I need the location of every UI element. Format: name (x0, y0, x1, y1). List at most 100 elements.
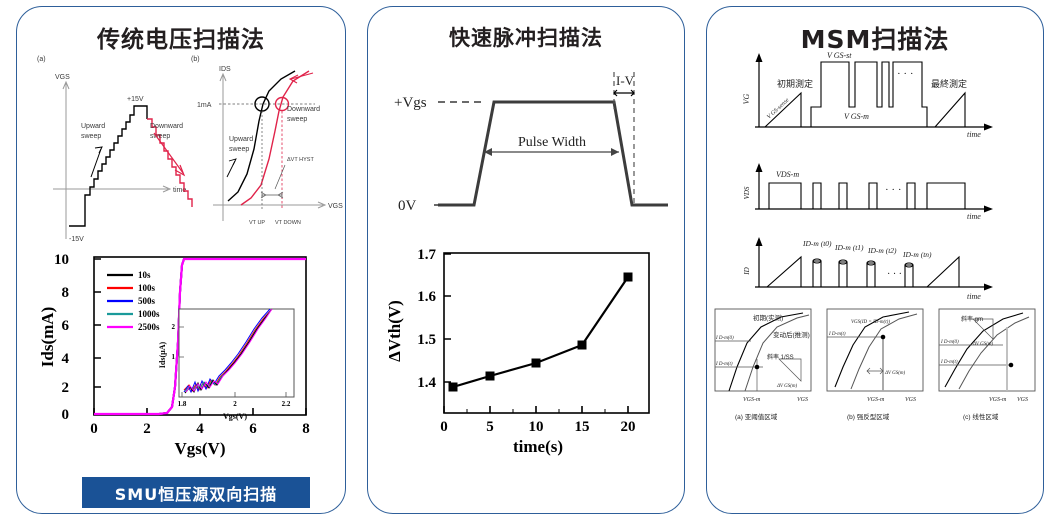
ytick-17: 1.7 (417, 247, 436, 263)
xtick-10: 10 (529, 419, 544, 435)
label-id-m-0-c: I D-m(0) (940, 340, 959, 345)
card-title: 传统电压扫描法 (97, 27, 265, 53)
subplot-strong-inversion: I D-m(t) VGS(ID = ID-m(t)) ΔV GS(m) VGS-… (826, 308, 924, 421)
card-msm-sweep: MSM扫描法 VG time 初期測定 V GS-sense V GS-st V… (706, 6, 1044, 514)
xtick-2: 2 (143, 421, 151, 437)
inset-xlabel: Vgs(V) (223, 412, 247, 421)
label-upward-sweep-a: Upward (81, 123, 105, 130)
ytick-0: 0 (62, 407, 70, 423)
ellipsis-dots: · · · (887, 269, 902, 280)
label-slope-gm: 斜率 gm (961, 315, 983, 323)
ellipsis-dots: · · · (897, 68, 914, 80)
label-delta-vgs-m-b: ΔV GS(m) (884, 371, 906, 376)
label-id-m-t1: ID-m (t1) (834, 243, 864, 252)
label-vt-up: VT UP (249, 220, 265, 226)
figure-sweep-diagrams: (a) VGS time +15V -15V Upward sweep Down… (23, 49, 343, 249)
xtick-15: 15 (575, 419, 590, 435)
axis-label-time: time (173, 187, 186, 194)
label-final-measure: 最終測定 (931, 78, 967, 89)
label-id-m-t: I D-m(t) (715, 362, 733, 367)
label-iv: I-V (616, 73, 635, 88)
legend-100s: 100s (138, 283, 156, 293)
inset-ylabel: Ids(µA) (158, 341, 167, 368)
ytick-10: 10 (54, 252, 69, 268)
label-vgs-str: V GS-st (827, 51, 852, 60)
xtick-4: 4 (196, 421, 204, 437)
data-markers (448, 272, 633, 392)
inset-xtick-22: 2.2 (282, 400, 291, 408)
xaxis-vgs-c: VGS (1017, 397, 1028, 403)
xaxis-label: time(s) (513, 437, 563, 456)
xtick-6: 6 (249, 421, 257, 437)
axis-label-time: time (967, 212, 981, 221)
xtick-vgs-m: VGS-m (743, 397, 761, 403)
chart-inset: 2 1 1.8 2 2.2 Vgs(V) Ids(µA) (158, 308, 295, 421)
panel-label-a: (a) (37, 56, 46, 63)
label-downward-sweep-a2: sweep (150, 133, 170, 140)
label-plus-15v: +15V (127, 96, 144, 103)
inset-ytick-1: 1 (172, 353, 176, 361)
xtick-vgs-m-c: VGS-m (989, 397, 1007, 403)
label-initial-measure: 初期測定 (777, 78, 813, 89)
axis-label-ids: IDS (219, 66, 231, 73)
figure-region-subplots: 初期(实测) 变动后(推测) I D-m(0) I D-m(t) 斜率 1/SS… (711, 307, 1041, 429)
axis-label-id: ID (743, 267, 751, 275)
label-id-m-0: I D-m(0) (715, 336, 734, 341)
label-upward-sweep-a2: sweep (81, 133, 101, 140)
ytick-4: 4 (62, 351, 70, 367)
banner-smu-bidirectional-sweep[interactable]: SMU恒压源双向扫描 (82, 477, 310, 508)
label-id-m-t0: ID-m (t0) (802, 239, 832, 248)
label-after-shift: 变动后(推测) (773, 330, 810, 339)
ytick-8: 8 (62, 285, 70, 301)
card-title: MSM扫描法 (800, 25, 950, 54)
inset-xtick-20: 2 (233, 400, 237, 408)
card-fast-pulse-sweep: 快速脉冲扫描法 +Vgs 0V I-V Pulse Width (367, 6, 996, 514)
legend-10s: 10s (138, 270, 151, 280)
ellipsis-dots: · · · (885, 184, 902, 196)
xtick-0: 0 (440, 419, 448, 435)
label-initial-measured: 初期(实测) (753, 313, 783, 322)
label-id-m-t-c: I D-m(t) (940, 360, 958, 365)
ytick-15: 1.5 (417, 332, 436, 348)
label-plus-vgs: +Vgs (394, 95, 427, 111)
ytick-2: 2 (62, 380, 70, 396)
label-upward-sweep-b2: sweep (229, 146, 249, 153)
yaxis-label: Ids(mA) (38, 307, 57, 367)
label-id-m-tn: ID-m (tn) (902, 250, 932, 259)
figure-pulse-waveform: +Vgs 0V I-V Pulse Width (376, 47, 678, 237)
inset-xtick-18: 1.8 (178, 400, 187, 408)
label-id-m-t-b: I D-m(t) (828, 332, 846, 337)
panel-label-b: (b) (191, 56, 200, 63)
subplot-linear-region: I D-m(0) I D-m(t) 斜率 gm ΔV GS(m) VGS-m V… (938, 308, 1036, 421)
figure-id-waveform: ID time ID-m (t0) ID-m (t1) ID-m (t2) ID… (729, 235, 1029, 307)
figure-vds-waveform: VDS time VDS-m · · · (729, 159, 1029, 227)
label-upward-sweep-b: Upward (229, 136, 253, 143)
axis-label-time: time (967, 130, 981, 139)
ytick-16: 1.6 (417, 289, 436, 305)
xtick-8: 8 (302, 421, 310, 437)
caption-a: (a) 亚阈值区域 (735, 412, 778, 421)
label-0v: 0V (398, 198, 417, 214)
xaxis-vgs: VGS (797, 397, 808, 403)
caption-c: (c) 线性区域 (963, 412, 999, 421)
chart-legend: 10s 100s 500s 1000s 2500s (107, 270, 160, 332)
axis-label-vds: VDS (743, 186, 751, 199)
ytick-14: 1.4 (417, 375, 436, 391)
label-downward-sweep-b: Downward (287, 106, 320, 113)
label-vgs-m: V GS-m (844, 112, 869, 121)
axis-label-vgs: VGS (55, 74, 70, 81)
legend-500s: 500s (138, 296, 156, 306)
label-1ma: 1mA (197, 102, 212, 109)
label-minus-15v: -15V (69, 236, 84, 243)
chart-ids-vgs: 10 8 6 4 2 0 0 2 4 6 8 (38, 247, 329, 462)
chart-delta-vth-time: 1.7 1.6 1.5 1.4 0 5 10 15 20 time(s) ΔVt… (385, 243, 671, 458)
inset-ytick-2: 2 (172, 323, 176, 331)
label-id-m-t2: ID-m (t2) (867, 246, 897, 255)
label-vds-m: VDS-m (776, 170, 799, 179)
card-traditional-voltage-sweep: 传统电压扫描法 (a) VGS time +15V -15V Upward (16, 6, 346, 514)
card-title: 快速脉冲扫描法 (449, 26, 603, 50)
label-vgs-sense: V GS-sense (766, 97, 790, 120)
xaxis-vgs-b: VGS (905, 397, 916, 403)
label-delta-vgs-m: ΔV GS(m) (776, 384, 798, 389)
